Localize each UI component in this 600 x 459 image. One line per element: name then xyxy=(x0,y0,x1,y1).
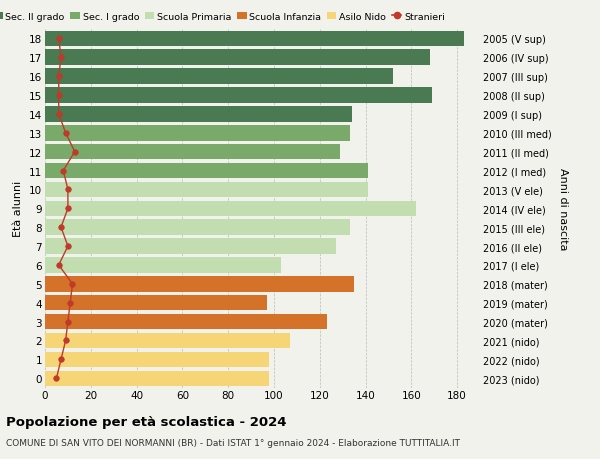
Bar xyxy=(45,276,354,292)
Bar xyxy=(45,352,269,367)
Bar xyxy=(45,201,416,217)
Bar xyxy=(45,69,393,84)
Bar xyxy=(45,371,269,386)
Bar xyxy=(45,50,430,66)
Bar xyxy=(45,163,368,179)
Bar xyxy=(45,32,464,47)
Text: COMUNE DI SAN VITO DEI NORMANNI (BR) - Dati ISTAT 1° gennaio 2024 - Elaborazione: COMUNE DI SAN VITO DEI NORMANNI (BR) - D… xyxy=(6,438,460,448)
Bar xyxy=(45,239,336,254)
Bar xyxy=(45,145,340,160)
Bar xyxy=(45,107,352,123)
Bar xyxy=(45,295,267,311)
Bar xyxy=(45,126,349,141)
Y-axis label: Anni di nascita: Anni di nascita xyxy=(558,168,568,250)
Bar xyxy=(45,220,349,235)
Bar xyxy=(45,333,290,348)
Bar xyxy=(45,314,326,330)
Y-axis label: Età alunni: Età alunni xyxy=(13,181,23,237)
Legend: Sec. II grado, Sec. I grado, Scuola Primaria, Scuola Infanzia, Asilo Nido, Stran: Sec. II grado, Sec. I grado, Scuola Prim… xyxy=(0,12,445,22)
Bar xyxy=(45,88,432,104)
Bar xyxy=(45,182,368,198)
Bar xyxy=(45,257,281,273)
Text: Popolazione per età scolastica - 2024: Popolazione per età scolastica - 2024 xyxy=(6,415,287,428)
